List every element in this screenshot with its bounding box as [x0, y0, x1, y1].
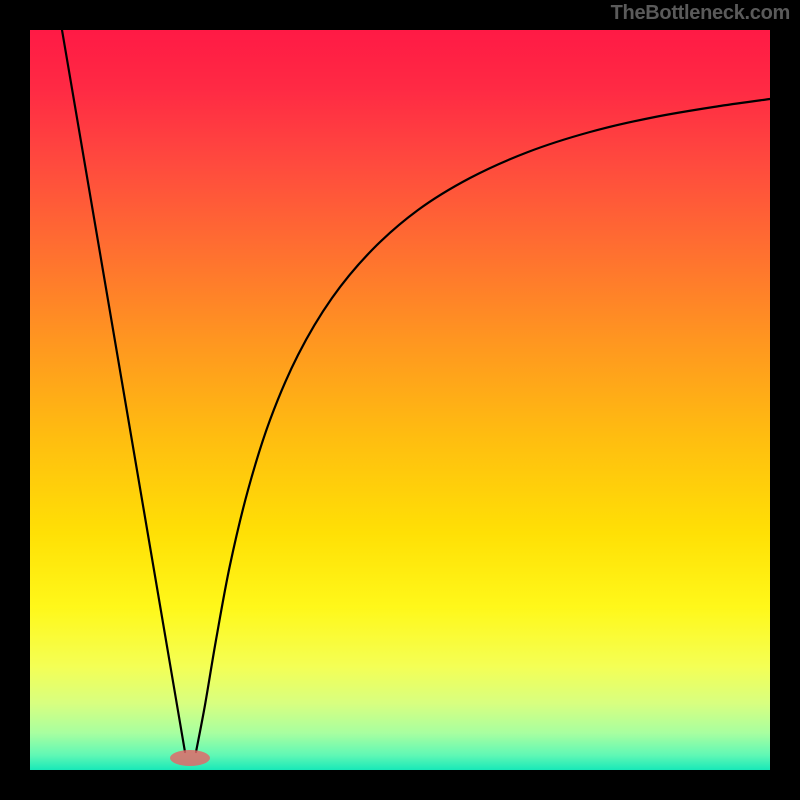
bottleneck-chart: [0, 0, 800, 800]
apex-marker: [170, 750, 210, 766]
gradient-panel: [30, 30, 770, 770]
outer-frame: TheBottleneck.com: [0, 0, 800, 800]
